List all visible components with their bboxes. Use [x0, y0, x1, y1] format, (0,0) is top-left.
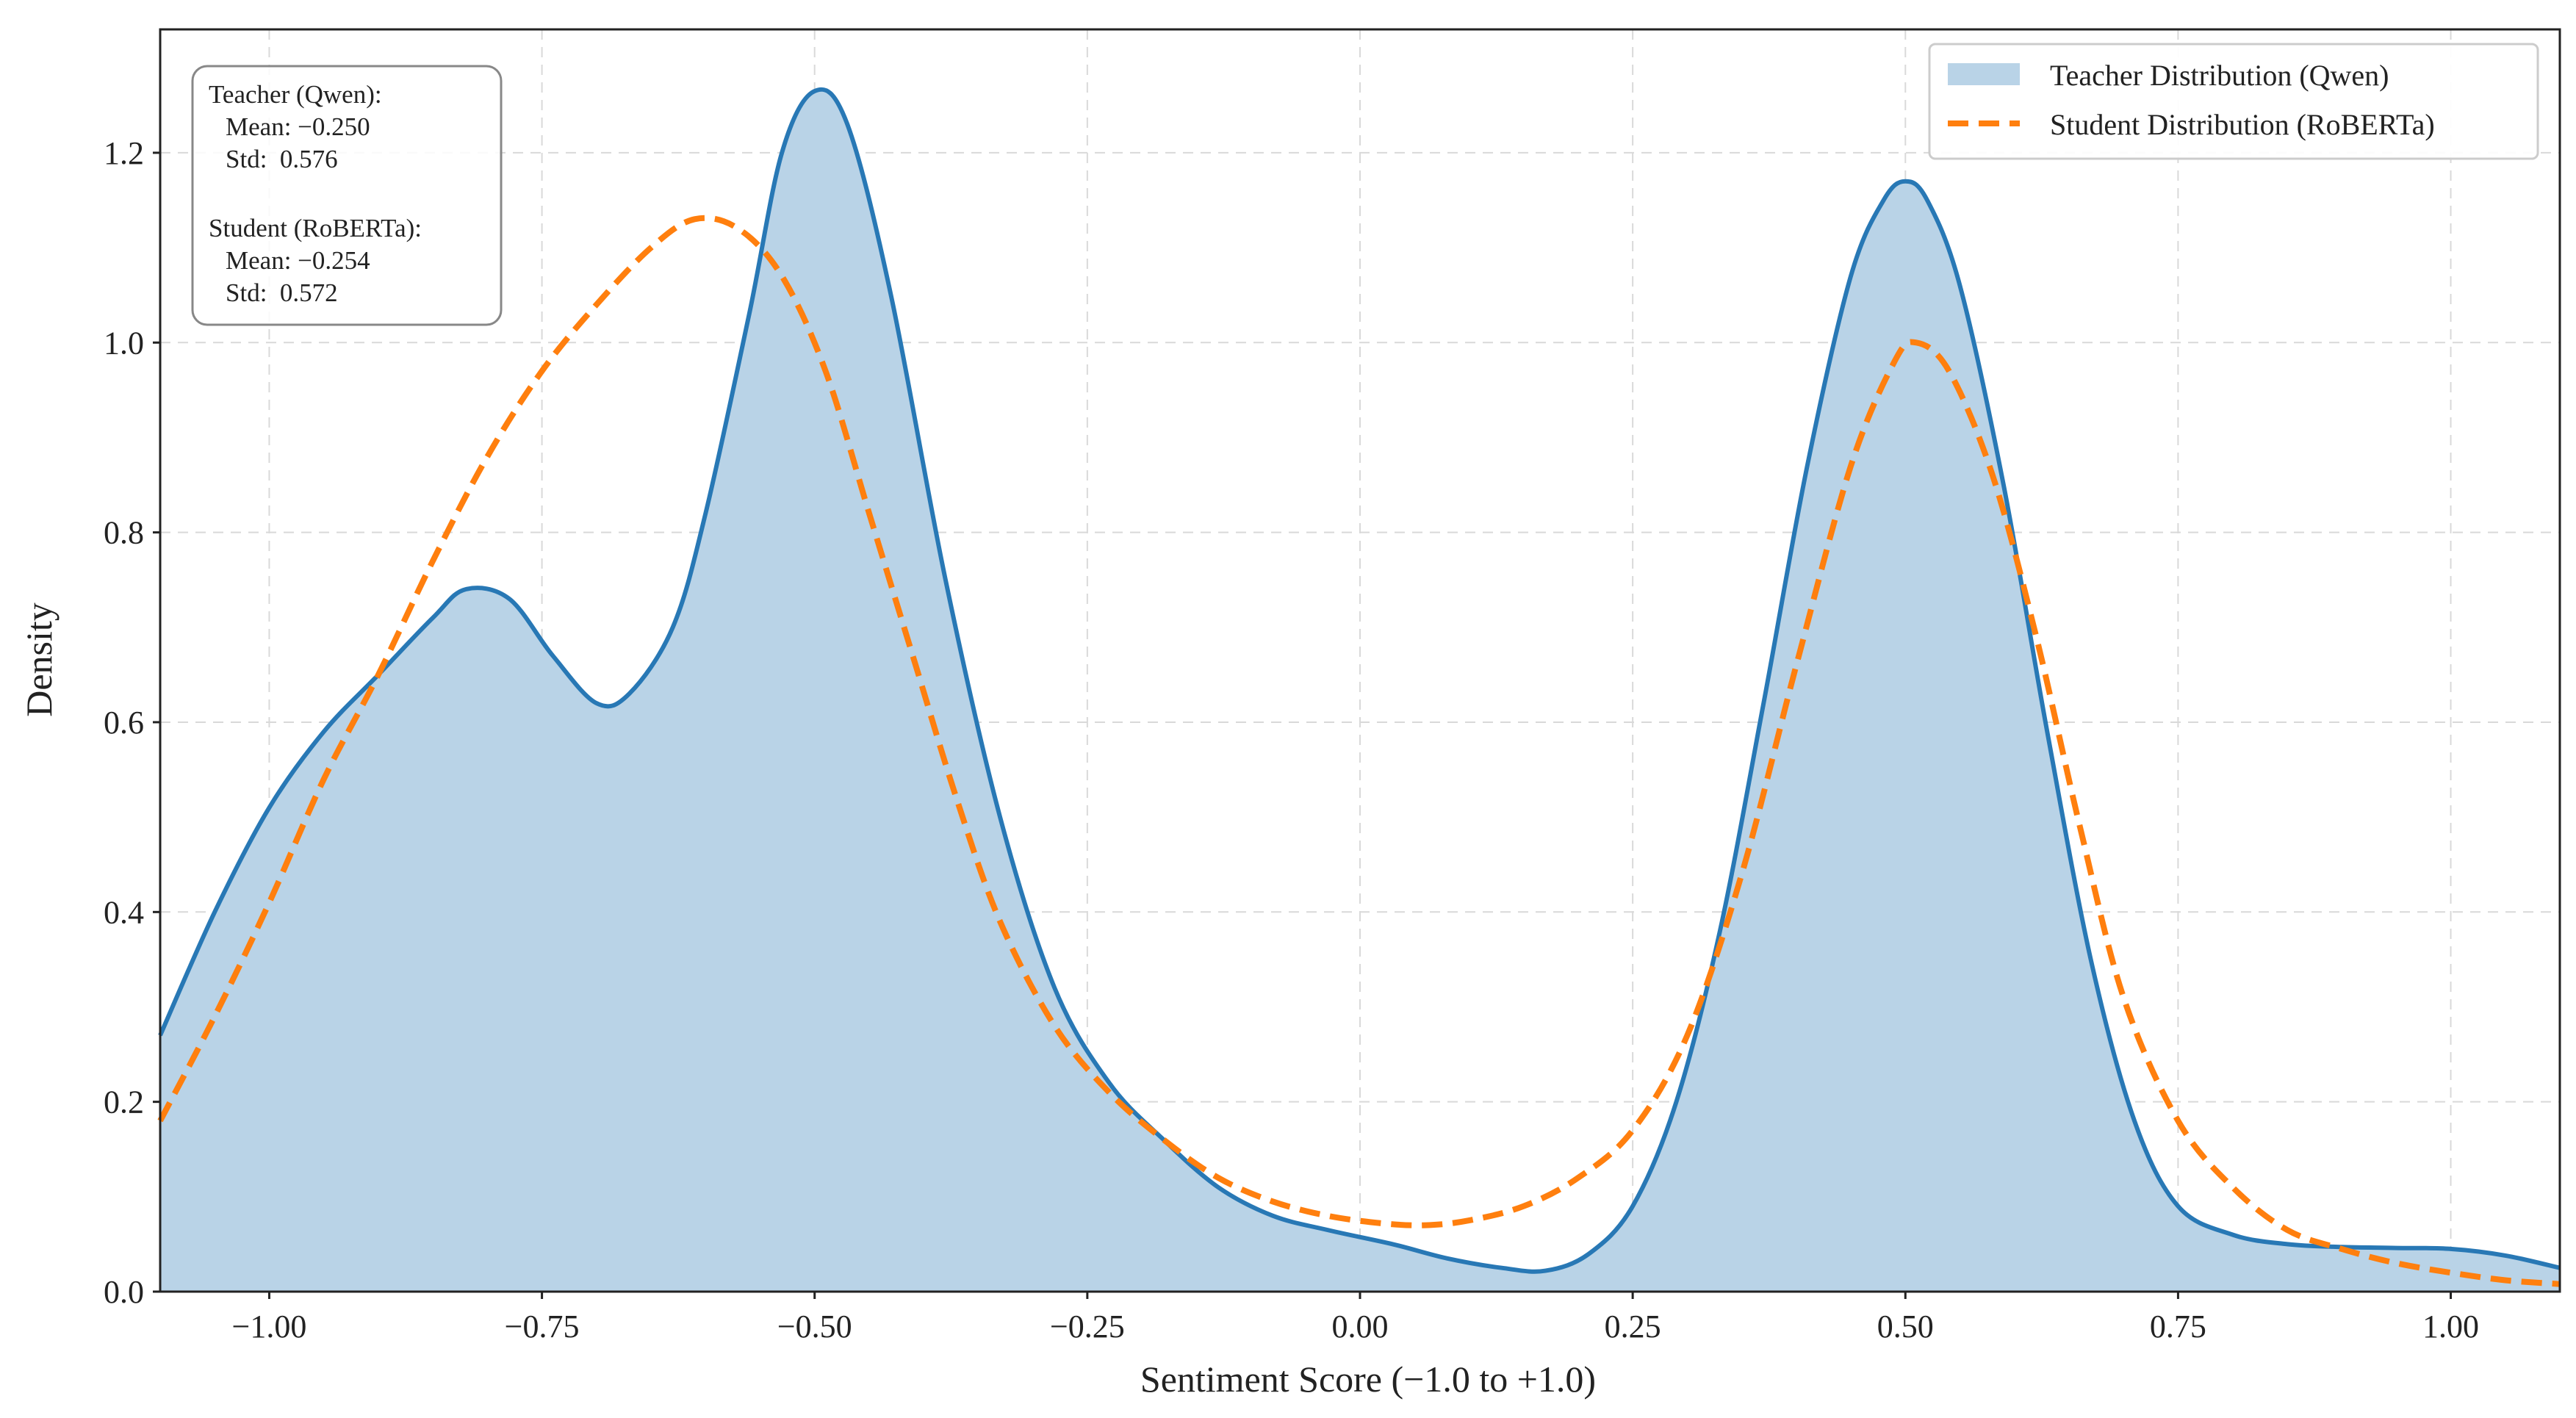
x-axis-title: Sentiment Score (−1.0 to +1.0)	[1140, 1358, 1596, 1400]
stats-teacher-std: Std: 0.576	[226, 145, 338, 173]
x-tick-label: 0.00	[1332, 1309, 1389, 1345]
x-tick-label: 0.50	[1877, 1309, 1934, 1345]
y-axis-title: Density	[18, 602, 60, 717]
teacher-line	[158, 87, 2561, 1274]
y-axis-ticks: 0.0 0.2 0.4 0.6 0.8 1.0 1.2	[104, 135, 160, 1310]
stats-box: Teacher (Qwen): Mean: −0.250 Std: 0.576 …	[191, 65, 503, 326]
stats-student-title: Student (RoBERTa):	[209, 214, 422, 242]
x-tick-label: 0.75	[2150, 1309, 2206, 1345]
x-tick-label: 0.25	[1605, 1309, 1661, 1345]
stats-box-frame	[191, 65, 503, 326]
x-tick-label: −0.50	[777, 1309, 852, 1345]
stats-student-std: Std: 0.572	[226, 278, 338, 307]
y-tick-label: 1.2	[104, 135, 144, 171]
legend-swatch-teacher	[1948, 63, 2020, 85]
y-tick-label: 0.2	[104, 1084, 144, 1120]
y-tick-label: 0.0	[104, 1274, 144, 1310]
legend-label-student: Student Distribution (RoBERTa)	[2050, 108, 2435, 141]
x-axis-ticks: −1.00 −0.75 −0.50 −0.25 0.00 0.25 0.50 0.75 1.00	[232, 1292, 2479, 1345]
stats-student-mean: Mean: −0.254	[226, 246, 370, 275]
y-tick-label: 0.8	[104, 515, 144, 551]
y-tick-label: 1.0	[104, 325, 144, 361]
student-line	[157, 215, 2561, 1287]
stats-teacher-mean: Mean: −0.250	[226, 112, 370, 141]
x-tick-label: −0.75	[505, 1309, 580, 1345]
x-tick-label: 1.00	[2422, 1309, 2479, 1345]
legend-label-teacher: Teacher Distribution (Qwen)	[2050, 59, 2389, 92]
y-tick-label: 0.4	[104, 894, 144, 930]
legend-frame	[1928, 43, 2539, 160]
stats-teacher-title: Teacher (Qwen):	[209, 80, 382, 109]
grid-lines	[160, 29, 2560, 1292]
x-tick-label: −0.25	[1050, 1309, 1125, 1345]
legend: Teacher Distribution (Qwen) Student Dist…	[1928, 43, 2539, 160]
y-tick-label: 0.6	[104, 705, 144, 741]
x-tick-label: −1.00	[232, 1309, 307, 1345]
